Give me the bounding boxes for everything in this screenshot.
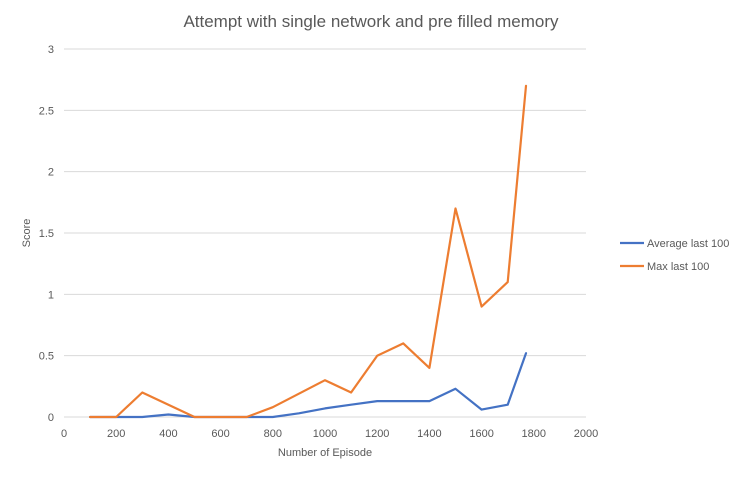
x-tick-label: 800 (264, 428, 282, 440)
y-tick-label: 3 (48, 44, 54, 56)
x-tick-label: 600 (211, 428, 229, 440)
x-tick-label: 1400 (417, 428, 441, 440)
x-tick-label: 1600 (469, 428, 493, 440)
y-tick-label: 0.5 (39, 351, 54, 363)
x-tick-label: 400 (159, 428, 177, 440)
y-axis-label: Score (21, 219, 33, 248)
x-tick-label: 1000 (313, 428, 337, 440)
y-tick-label: 2 (48, 167, 54, 179)
legend-label: Max last 100 (647, 261, 709, 273)
legend-label: Average last 100 (647, 238, 729, 250)
x-tick-label: 200 (107, 428, 125, 440)
x-tick-label: 1800 (522, 428, 546, 440)
y-tick-label: 1 (48, 289, 54, 301)
y-tick-label: 1.5 (39, 228, 54, 240)
x-tick-label: 1200 (365, 428, 389, 440)
y-tick-label: 2.5 (39, 105, 54, 117)
chart-title: Attempt with single network and pre fill… (183, 12, 559, 31)
x-tick-label: 2000 (574, 428, 598, 440)
y-tick-label: 0 (48, 412, 54, 424)
x-tick-label: 0 (61, 428, 67, 440)
x-axis-label: Number of Episode (278, 447, 372, 459)
